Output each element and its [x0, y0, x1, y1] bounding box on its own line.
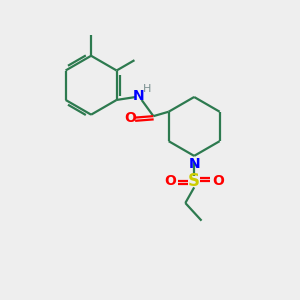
Text: O: O: [165, 174, 176, 188]
Text: O: O: [212, 174, 224, 188]
Text: O: O: [124, 111, 136, 124]
Text: N: N: [188, 158, 200, 171]
Text: S: S: [188, 172, 200, 190]
Text: H: H: [143, 84, 152, 94]
Text: N: N: [133, 88, 145, 103]
